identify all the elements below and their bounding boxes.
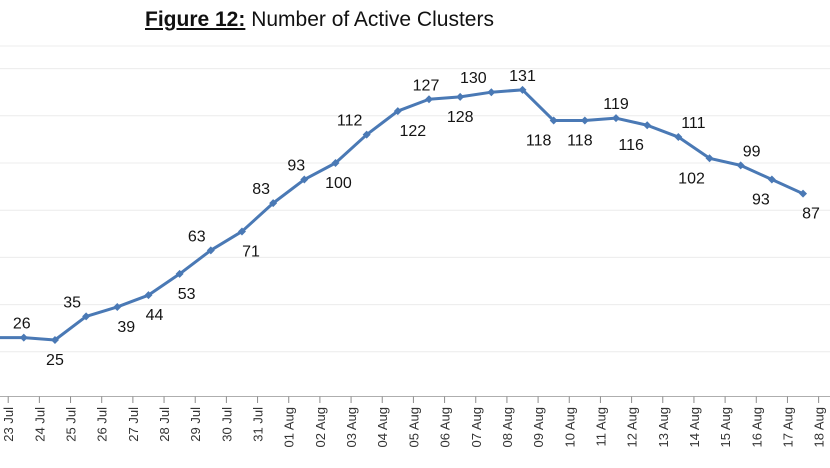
- x-axis-label: 02 Aug: [313, 407, 328, 448]
- x-axis-label: 03 Aug: [344, 407, 359, 448]
- data-point-marker: [393, 107, 402, 116]
- x-axis-label: 31 Jul: [251, 407, 266, 442]
- data-point-marker: [487, 88, 496, 97]
- x-axis-label: 16 Aug: [749, 407, 764, 448]
- data-point-marker: [19, 333, 28, 342]
- data-point-label: 87: [802, 206, 820, 223]
- data-point-marker: [767, 175, 776, 184]
- data-point-label: 100: [325, 175, 352, 192]
- chart-title-text: Number of Active Clusters: [251, 8, 494, 31]
- data-point-label: 131: [509, 68, 536, 85]
- x-axis-label: 25 Jul: [64, 407, 79, 442]
- x-axis-label: 12 Aug: [625, 407, 640, 448]
- data-point-label: 44: [146, 307, 164, 324]
- data-point-label: 39: [117, 319, 135, 336]
- data-point-marker: [331, 159, 340, 167]
- data-point-label: 130: [460, 70, 487, 87]
- x-axis-label: 28 Jul: [157, 407, 172, 442]
- data-point-label: 26: [13, 316, 31, 333]
- data-point-marker: [300, 175, 309, 184]
- data-point-label: 118: [567, 133, 593, 150]
- data-point-marker: [674, 133, 683, 142]
- data-point-marker: [175, 269, 184, 278]
- data-point-marker: [362, 130, 371, 139]
- x-axis-label: 04 Aug: [375, 407, 390, 448]
- x-axis-label: 30 Jul: [219, 407, 234, 442]
- x-axis-label: 29 Jul: [188, 407, 203, 442]
- x-axis-label: 17 Aug: [780, 407, 795, 448]
- data-point-marker: [237, 227, 246, 236]
- x-axis-label: 05 Aug: [406, 407, 421, 448]
- data-point-label: 128: [447, 109, 474, 126]
- data-point-label: 112: [337, 113, 363, 130]
- chart-title: Figure 12: Number of Active Clusters: [145, 8, 494, 32]
- data-point-marker: [424, 95, 433, 104]
- data-point-label: 25: [46, 352, 64, 369]
- data-point-label: 93: [752, 192, 770, 209]
- data-point-marker: [456, 92, 465, 101]
- data-point-label: 111: [681, 115, 705, 132]
- figure-label: Figure 12:: [145, 8, 246, 31]
- x-axis-label: 27 Jul: [126, 407, 141, 442]
- data-point-marker: [269, 199, 278, 208]
- data-point-label: 35: [63, 294, 81, 311]
- data-point-label: 119: [603, 96, 629, 113]
- x-axis-label: 08 Aug: [500, 407, 515, 448]
- x-axis-label: 15 Aug: [718, 407, 733, 448]
- x-axis-label: 18 Aug: [812, 407, 827, 448]
- data-point-label: 83: [252, 181, 270, 198]
- data-point-marker: [549, 116, 558, 125]
- data-point-label: 99: [743, 143, 761, 160]
- x-axis-label: 24 Jul: [32, 407, 47, 442]
- x-axis-label: 26 Jul: [95, 407, 110, 442]
- x-axis-label: 01 Aug: [282, 407, 297, 448]
- data-point-marker: [612, 114, 621, 123]
- x-axis-label: 07 Aug: [469, 407, 484, 448]
- data-point-marker: [518, 85, 527, 94]
- x-axis-label: 11 Aug: [593, 407, 608, 447]
- data-point-marker: [206, 246, 215, 255]
- data-point-marker: [50, 336, 59, 344]
- data-point-marker: [736, 161, 745, 170]
- data-point-marker: [82, 312, 91, 321]
- x-axis-label: 23 Jul: [1, 407, 16, 442]
- data-point-label: 63: [188, 228, 206, 245]
- data-point-label: 122: [399, 123, 426, 140]
- data-point-label: 71: [242, 243, 260, 260]
- x-axis-label: 10 Aug: [562, 407, 577, 448]
- data-point-label: 127: [413, 77, 440, 94]
- data-point-label: 53: [178, 286, 196, 303]
- x-axis-label: 09 Aug: [531, 407, 546, 448]
- data-point-label: 102: [678, 170, 705, 187]
- data-point-marker: [580, 116, 589, 125]
- data-point-label: 116: [618, 137, 644, 154]
- data-point-marker: [799, 189, 808, 198]
- data-point-label: 118: [526, 133, 552, 150]
- x-axis-label: 13 Aug: [656, 407, 671, 448]
- x-axis-label: 06 Aug: [438, 407, 453, 448]
- data-point-label: 93: [287, 158, 305, 175]
- data-point-marker: [113, 302, 122, 311]
- data-point-marker: [144, 291, 153, 300]
- data-point-marker: [705, 154, 714, 163]
- data-point-marker: [643, 121, 652, 130]
- x-axis-label: 14 Aug: [687, 407, 702, 448]
